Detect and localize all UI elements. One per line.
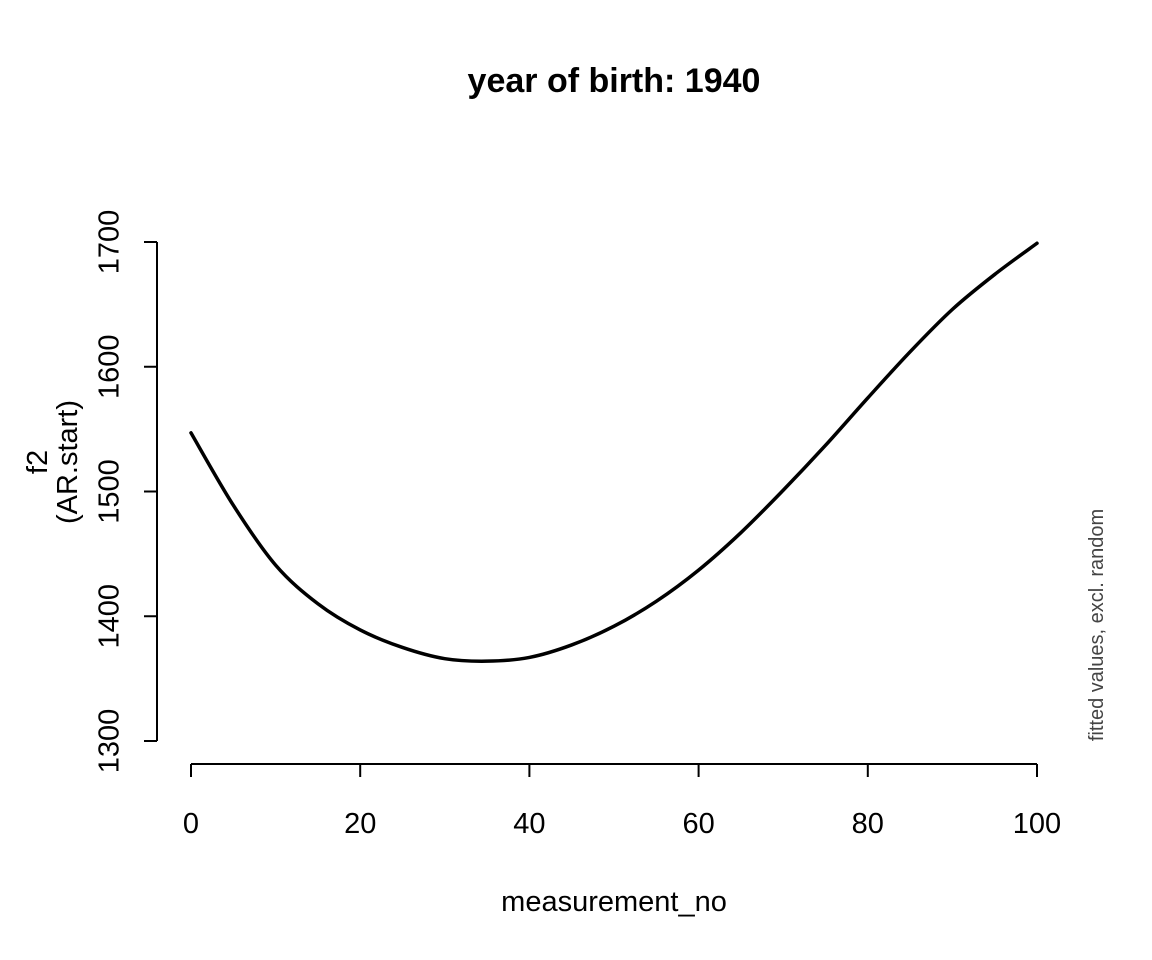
y-axis-label-line2: (AR.start) (52, 400, 84, 524)
x-tick-label: 20 (344, 808, 376, 840)
y-axis-label-line1: f2 (22, 450, 54, 474)
x-tick-label: 80 (852, 808, 884, 840)
x-tick-label: 0 (183, 808, 199, 840)
chart-title: year of birth: 1940 (468, 62, 761, 100)
x-tick-label: 40 (513, 808, 545, 840)
y-tick-label: 1500 (94, 459, 126, 524)
y-tick-label: 1300 (94, 709, 126, 774)
y-axis: 1300 1400 1500 1600 1700 (94, 210, 158, 774)
series-line (189, 241, 1039, 663)
y-tick-label: 1400 (94, 584, 126, 649)
y-tick-label: 1700 (94, 210, 126, 275)
x-axis: 0 20 40 60 80 100 (183, 763, 1061, 840)
x-tick-label: 60 (682, 808, 714, 840)
side-note-label: fitted values, excl. random (1086, 509, 1108, 741)
x-tick-label: 100 (1013, 808, 1061, 840)
x-axis-label: measurement_no (501, 886, 727, 918)
series-group (189, 241, 1039, 663)
y-tick-label: 1600 (94, 334, 126, 399)
